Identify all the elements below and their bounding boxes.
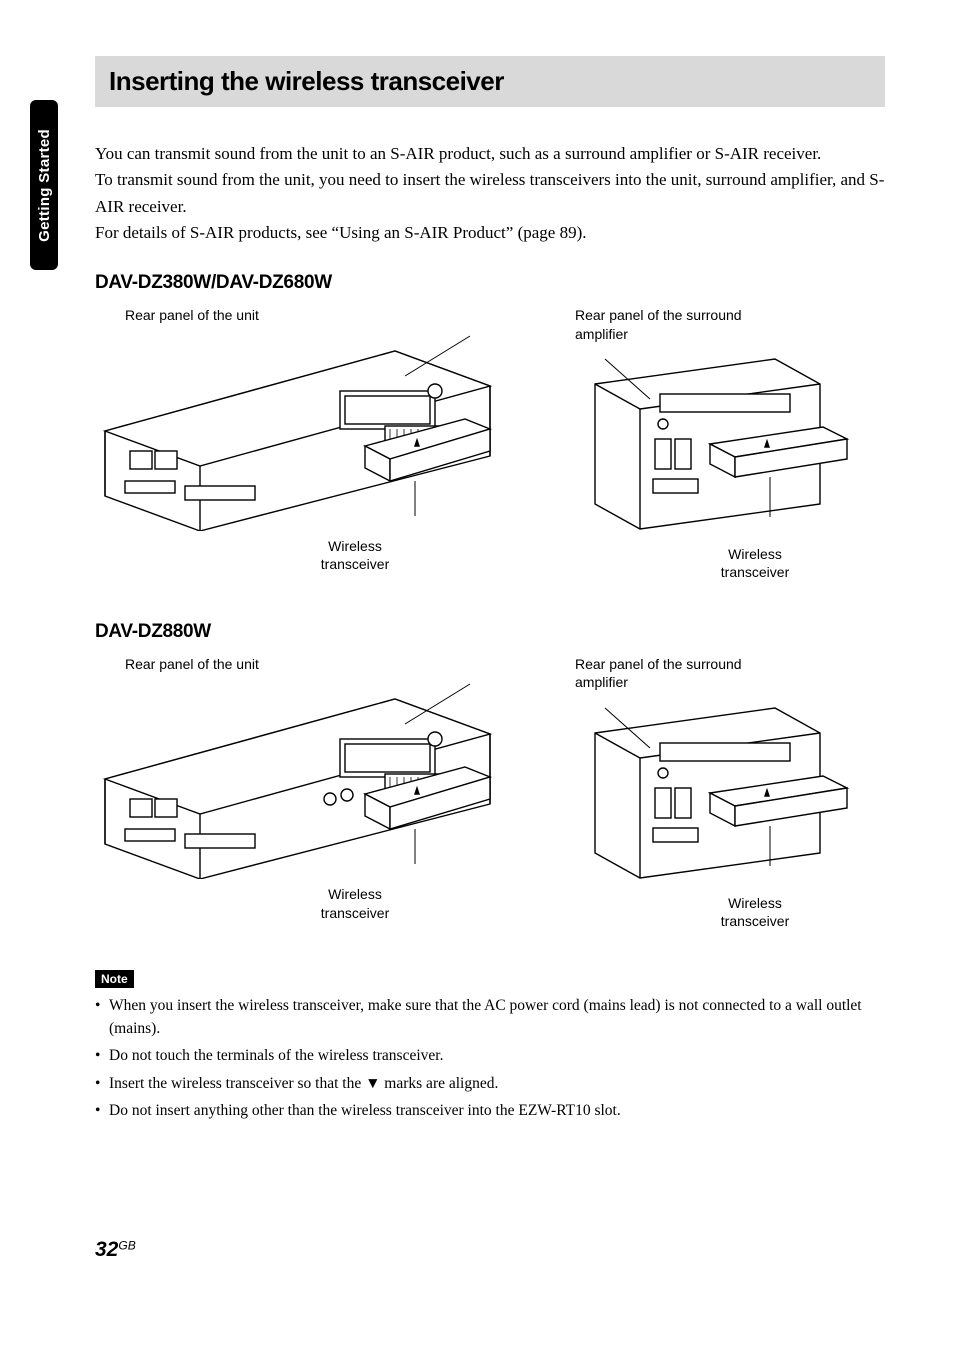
diagram-1-left-bottom-label: Wireless transceiver bbox=[295, 537, 415, 573]
page-number-suffix: GB bbox=[118, 1239, 135, 1253]
diagram-2-left-top-label: Rear panel of the unit bbox=[95, 655, 495, 673]
diagram-row-1: Rear panel of the unit bbox=[95, 306, 885, 581]
unit-rear-panel-diagram bbox=[95, 331, 495, 531]
note-item: Do not insert anything other than the wi… bbox=[95, 1099, 885, 1122]
diagram-2-left-bottom-label: Wireless transceiver bbox=[295, 885, 415, 921]
model-heading-2: DAV-DZ880W bbox=[95, 621, 885, 643]
intro-p3: For details of S-AIR products, see “Usin… bbox=[95, 220, 885, 246]
intro-p2: To transmit sound from the unit, you nee… bbox=[95, 167, 885, 220]
diagram-1-left: Rear panel of the unit bbox=[95, 306, 495, 581]
unit-rear-panel-diagram-2 bbox=[95, 679, 495, 879]
diagram-row-2: Rear panel of the unit bbox=[95, 655, 885, 930]
note-badge: Note bbox=[95, 970, 134, 988]
diagram-2-left: Rear panel of the unit bbox=[95, 655, 495, 930]
page-number: 32GB bbox=[95, 1238, 136, 1262]
section-title: Inserting the wireless transceiver bbox=[109, 66, 871, 97]
model-heading-1: DAV-DZ380W/DAV-DZ680W bbox=[95, 272, 885, 294]
diagram-1-left-top-label: Rear panel of the unit bbox=[95, 306, 495, 324]
diagram-1-right: Rear panel of the surround amplifier bbox=[575, 306, 855, 581]
surround-amp-diagram bbox=[575, 349, 855, 539]
note-item: Insert the wireless transceiver so that … bbox=[95, 1072, 885, 1095]
diagram-1-right-top-label: Rear panel of the surround amplifier bbox=[575, 306, 855, 342]
notes-list: When you insert the wireless transceiver… bbox=[95, 994, 885, 1122]
intro-p1: You can transmit sound from the unit to … bbox=[95, 141, 885, 167]
intro-paragraphs: You can transmit sound from the unit to … bbox=[95, 141, 885, 246]
side-tab: Getting Started bbox=[30, 100, 58, 270]
page-content: Inserting the wireless transceiver You c… bbox=[95, 56, 885, 1126]
diagram-1-right-bottom-label: Wireless transceiver bbox=[695, 545, 815, 581]
note-item: Do not touch the terminals of the wirele… bbox=[95, 1044, 885, 1067]
diagram-2-right-top-label: Rear panel of the surround amplifier bbox=[575, 655, 855, 691]
diagram-2-right-bottom-label: Wireless transceiver bbox=[695, 894, 815, 930]
side-tab-label: Getting Started bbox=[36, 129, 53, 242]
surround-amp-diagram-2 bbox=[575, 698, 855, 888]
section-title-bar: Inserting the wireless transceiver bbox=[95, 56, 885, 107]
diagram-2-right: Rear panel of the surround amplifier bbox=[575, 655, 855, 930]
note-item: When you insert the wireless transceiver… bbox=[95, 994, 885, 1041]
notes-section: Note When you insert the wireless transc… bbox=[95, 970, 885, 1122]
page-number-value: 32 bbox=[95, 1238, 118, 1261]
